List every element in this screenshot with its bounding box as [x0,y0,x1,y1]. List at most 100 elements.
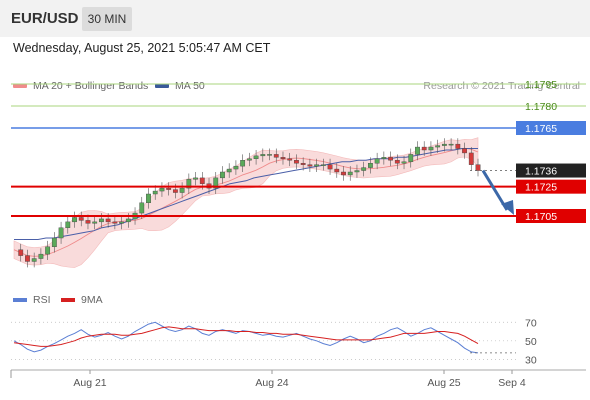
candle-body [408,154,414,162]
legend-ma50: MA 50 [155,80,205,92]
candle [45,240,51,260]
candle-body [220,171,225,179]
candle [253,150,259,165]
candle [240,154,246,172]
candle [381,151,387,165]
candle-body [226,168,232,173]
candle [18,243,24,262]
candle-body [428,146,434,151]
candle [72,211,77,228]
candle-body [146,193,151,204]
candle [307,158,313,172]
candle [226,163,232,178]
level-label-1.1765: 1.1765 [525,123,557,135]
candle-body [415,146,420,155]
timeframe-button[interactable]: 30 MIN [82,7,132,31]
candle-body [320,164,326,166]
candle [354,164,360,178]
rsi-series-9MA [13,326,479,347]
x-label-Aug 25: Aug 25 [427,377,460,389]
candle [25,249,30,268]
candle-body [213,177,219,189]
candle [327,158,333,175]
x-label-Aug 21: Aug 21 [73,377,106,389]
level-label-1.1795: 1.1795 [525,79,557,91]
candle [320,158,326,171]
candle [294,154,299,170]
candle-body [300,162,306,165]
candle-body [381,157,387,159]
candle-body [267,154,272,156]
candle-body [65,221,71,228]
rsi-tick-50: 50 [525,336,537,348]
candle [78,211,84,227]
candle [408,148,414,168]
candle-body [448,143,454,146]
candle-body [51,237,57,248]
candle-body [327,164,333,170]
candle [146,188,151,209]
candle-body [125,218,131,223]
level-label-1.1736: 1.1736 [525,166,557,178]
legend-bollinger: MA 20 + Bollinger Bands [13,80,148,92]
candle [428,141,434,156]
pair-title: EUR/USD [11,10,79,27]
candle [334,163,340,178]
candle-body [58,227,64,239]
candle [246,152,252,167]
candle [435,139,441,153]
candle [38,248,44,265]
candle [193,172,198,186]
candle-body [246,158,252,161]
candle-body [152,190,158,195]
candle-body [179,187,185,193]
candle [415,141,420,161]
candle-body [260,154,266,157]
candle-body [354,170,360,173]
candle [159,182,165,197]
candle-body [468,152,474,165]
candle [475,158,481,177]
candle [394,154,400,170]
candle-body [455,143,461,149]
candle [468,147,474,171]
candle-body [25,255,30,262]
candle-body [38,253,44,259]
candle-body [441,143,447,146]
legend-rsi-ma-label: 9MA [81,294,103,306]
x-label-Sep 4: Sep 4 [498,377,526,389]
candle-body [314,164,320,167]
candle-body [166,187,172,190]
candle [374,152,380,170]
legend-rsi-label: RSI [33,294,51,306]
candle [401,155,407,170]
candle [347,166,353,181]
legend-bollinger-swatch [13,84,27,89]
candle-body [172,189,178,193]
candle [65,216,71,234]
candle [280,151,286,165]
legend-rsi-ma: 9MA [61,294,103,306]
candle-body [435,145,441,148]
ma20-line [13,147,479,257]
candle-body [193,177,198,180]
candle [58,221,64,244]
ma50-line [14,148,478,240]
candle [361,161,367,177]
level-tag-1.1725 [516,179,586,194]
candle-body [139,202,145,214]
candle-body [105,218,111,223]
candle-body [347,171,353,176]
candle-body [85,220,91,224]
candle-body [287,158,293,161]
candle-body [199,177,205,184]
candle [92,216,98,230]
candle-body [388,157,393,161]
candle-body [475,164,481,171]
candle-body [253,155,259,160]
credit-text: Research © 2021 Trading Central [423,80,580,92]
level-tag-1.1736 [516,163,586,178]
datetime-label: Wednesday, August 25, 2021 5:05:47 AM CE… [13,41,271,55]
candle-body [78,217,84,221]
